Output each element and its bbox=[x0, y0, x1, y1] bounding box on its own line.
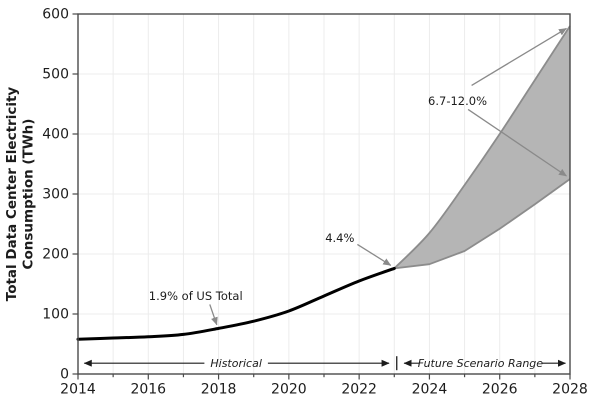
annotation-text: 6.7-12.0% bbox=[428, 94, 487, 108]
annotation-text: 1.9% of US Total bbox=[149, 289, 243, 303]
y-axis-title-line1: Total Data Center Electricity bbox=[4, 87, 20, 302]
annotation-pct-2023: 4.4% bbox=[325, 231, 392, 266]
y-tick-label: 400 bbox=[42, 127, 69, 143]
y-tick-label: 100 bbox=[42, 307, 69, 323]
annotation-pct-historical: 1.9% of US Total bbox=[149, 289, 243, 326]
annotation-text: 4.4% bbox=[325, 231, 354, 245]
y-tick-label: 300 bbox=[42, 187, 69, 203]
y-tick-label: 600 bbox=[42, 7, 69, 23]
x-tick-label: 2022 bbox=[341, 382, 377, 398]
x-tick-label: 2014 bbox=[60, 382, 96, 398]
x-tick-label: 2018 bbox=[201, 382, 237, 398]
y-tick-label: 200 bbox=[42, 247, 69, 263]
y-tick-label: 0 bbox=[60, 367, 69, 383]
y-axis-title: Total Data Center Electricity Consumption… bbox=[4, 87, 37, 302]
scenario-band-lower-edge bbox=[394, 178, 571, 270]
axis-ticks bbox=[72, 13, 571, 380]
x-tick-label: 2028 bbox=[552, 382, 588, 398]
y-tick-label: 500 bbox=[42, 67, 69, 83]
annotation-arrow bbox=[357, 243, 392, 266]
annotation-arrow bbox=[467, 108, 567, 177]
x-tick-label: 2020 bbox=[271, 382, 307, 398]
annotation-arrow bbox=[209, 304, 218, 326]
scenario-band-upper-edge bbox=[393, 25, 571, 270]
scenario-band-fill bbox=[394, 26, 570, 269]
annotation-arrow bbox=[471, 27, 567, 86]
span-text: Historical bbox=[210, 357, 262, 370]
historical-span: Historical bbox=[83, 357, 390, 370]
annotation-pct-2028-range: 6.7-12.0% bbox=[428, 27, 567, 177]
tick-labels: 2014 2016 2018 2020 2022 2024 2026 2028 0 100 200 3… bbox=[42, 7, 588, 398]
x-tick-label: 2024 bbox=[412, 382, 448, 398]
future-span: Future Scenario Range bbox=[403, 357, 566, 370]
y-axis-title-line2: Consumption (TWh) bbox=[21, 119, 37, 270]
historical-line bbox=[76, 266, 396, 341]
x-tick-label: 2016 bbox=[130, 382, 166, 398]
x-tick-label: 2026 bbox=[482, 382, 518, 398]
span-text: Future Scenario Range bbox=[418, 357, 544, 370]
future-scenario-band bbox=[393, 25, 571, 270]
